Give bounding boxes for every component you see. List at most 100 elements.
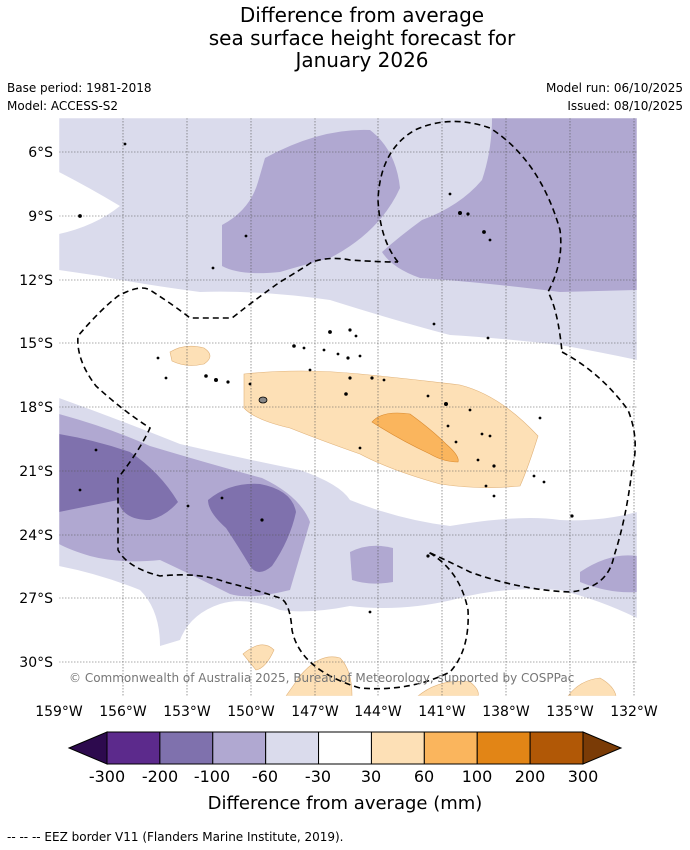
island-marker (484, 484, 488, 488)
island-marker (308, 368, 312, 372)
title-line-3: January 2026 (295, 48, 429, 72)
island-marker (448, 192, 452, 196)
island-marker (480, 432, 484, 436)
island-marker (492, 494, 496, 498)
island-marker (248, 382, 252, 386)
island-marker (476, 458, 480, 462)
lon-label: 156°W (99, 704, 147, 720)
base-period: Base period: 1981-2018 (7, 81, 152, 95)
colorbar-ticks: -300 -200 -100 -60 -30 30 60 100 200 300 (89, 767, 598, 786)
anomaly-region-south-dark-2 (208, 483, 296, 572)
island-marker (466, 212, 470, 216)
anomaly-region-positive-mid (371, 412, 459, 463)
island-marker (443, 401, 448, 406)
island-marker (542, 480, 546, 484)
island-marker (123, 142, 127, 146)
islands (78, 142, 574, 614)
island-marker (346, 356, 350, 360)
island-marker (468, 408, 472, 412)
island-marker (370, 376, 374, 380)
lat-label: 12°S (19, 273, 53, 289)
island-marker (348, 328, 352, 332)
island-marker (486, 336, 490, 340)
colorbar-bin (529, 731, 584, 765)
island-marker (94, 448, 98, 452)
gridlines (59, 118, 637, 696)
title-line-2: sea surface height forecast for (208, 25, 516, 50)
anomaly-region-positive-small-3 (285, 656, 353, 696)
colorbar-bin (265, 731, 320, 765)
colorbar-tick: 60 (414, 767, 434, 786)
colorbar-under-triangle (67, 731, 108, 765)
island-marker (358, 354, 362, 358)
island-marker (488, 238, 492, 242)
issued-date: Issued: 08/10/2025 (567, 99, 683, 113)
colorbar-bin (423, 731, 478, 765)
colorbar: -300 -200 -100 -60 -30 30 60 100 200 300… (67, 731, 623, 814)
island-marker (78, 488, 82, 492)
island-marker (354, 334, 358, 338)
island-marker (348, 376, 352, 380)
lon-label: 150°W (227, 704, 275, 720)
island-marker (482, 230, 486, 234)
chart-title: Difference from average sea surface heig… (0, 4, 690, 72)
island-marker (426, 554, 430, 558)
lon-label: 141°W (418, 704, 466, 720)
anomaly-region-white-patch (59, 172, 120, 234)
lon-label: 138°W (482, 704, 530, 720)
colorbar-bin (106, 731, 161, 765)
island-marker (226, 380, 230, 384)
colorbar-bin (370, 731, 425, 765)
anomaly-region-positive-small-2 (242, 644, 275, 671)
map-frame (58, 117, 638, 697)
anomaly-region-positive-small-5 (567, 677, 617, 696)
colorbar-tick: 200 (515, 767, 546, 786)
island-marker (322, 348, 326, 352)
colorbar-tick: -300 (89, 767, 125, 786)
island-marker (213, 377, 218, 382)
colorbar-tick: 300 (568, 767, 599, 786)
island-marker (344, 392, 348, 396)
lat-label: 6°S (28, 145, 53, 161)
island-marker (302, 346, 306, 350)
island-marker (532, 474, 536, 478)
anomaly-region-positive-small-1 (169, 345, 211, 366)
meta-left: Base period: 1981-2018 Model: ACCESS-S2 (7, 79, 152, 115)
island-marker (432, 322, 436, 326)
colorbar-label: Difference from average (mm) (208, 793, 483, 814)
colorbar-tick: 30 (361, 767, 381, 786)
colorbar-tick: -30 (305, 767, 331, 786)
anomaly-region-north-mid-1 (222, 129, 400, 274)
island-marker-tahiti (258, 396, 268, 404)
lat-label: 18°S (19, 400, 53, 416)
latitude-labels: 6°S 9°S 12°S 15°S 18°S 21°S 24°S 27°S 30… (19, 145, 53, 671)
colorbar-tick: -100 (194, 767, 230, 786)
island-marker (260, 518, 264, 522)
island-marker (164, 376, 168, 380)
island-marker (211, 266, 215, 270)
colorbar-over-triangle (582, 731, 623, 765)
island-marker (368, 610, 372, 614)
island-marker (538, 416, 542, 420)
island-marker (328, 330, 332, 334)
island-marker (454, 440, 458, 444)
island-marker (426, 394, 430, 398)
eez-border-marquesas (377, 120, 563, 353)
lat-label: 21°S (19, 464, 53, 480)
model-name: Model: ACCESS-S2 (7, 99, 119, 113)
island-marker (204, 374, 208, 378)
title-line-1: Difference from average (239, 3, 485, 27)
island-marker (446, 424, 450, 428)
anomaly-field: © Commonwealth of Australia 2025, Bureau… (59, 118, 637, 696)
anomaly-region-south-mid-right (580, 555, 637, 593)
anomaly-region-south-light (59, 398, 637, 646)
lat-label: 9°S (28, 209, 53, 225)
colorbar-bin (318, 731, 372, 765)
lat-label: 15°S (19, 336, 53, 352)
colorbar-tick: 100 (462, 767, 493, 786)
island-marker (156, 356, 160, 360)
island-marker (382, 378, 386, 382)
eez-border-french-polynesia (77, 257, 636, 690)
lon-label: 135°W (546, 704, 594, 720)
